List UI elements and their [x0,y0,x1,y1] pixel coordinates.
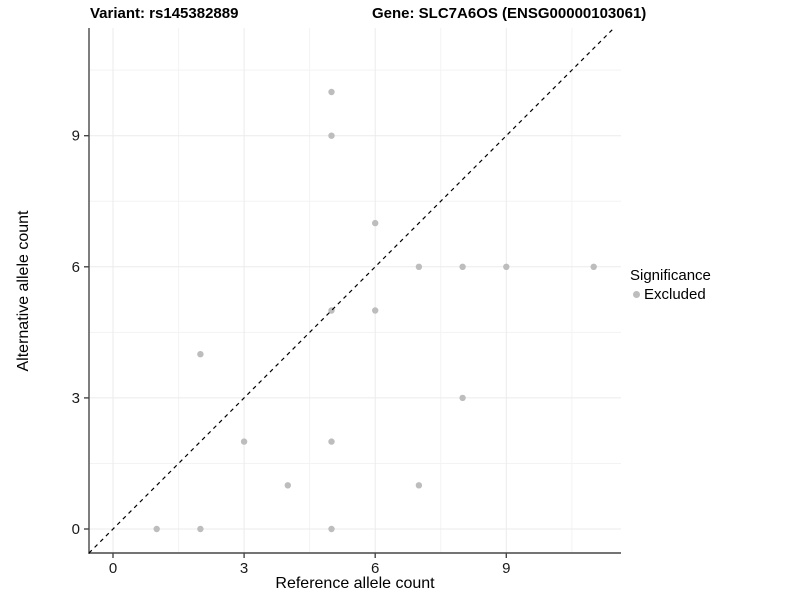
gene-title: Gene: SLC7A6OS (ENSG00000103061) [372,5,647,22]
y-tick-label: 6 [72,259,80,276]
data-point [415,482,423,489]
data-point [459,394,466,402]
excluded-point-icon [633,291,640,298]
data-point [328,132,335,139]
legend-item-label: Excluded [644,286,706,303]
x-tick-label: 9 [502,560,510,577]
data-point [590,263,597,270]
x-axis-title: Reference allele count [275,575,435,592]
x-tick-label: 6 [371,560,379,577]
variant-title: Variant: rs145382889 [90,5,239,22]
data-point [197,525,204,533]
data-point [459,263,466,270]
y-axis-title: Alternative allele count [15,210,32,372]
data-point [153,525,160,533]
data-point [503,263,510,270]
x-tick-label: 0 [109,560,117,577]
data-point [328,438,335,445]
data-point [328,88,335,96]
legend-item-excluded: Excluded [630,286,711,303]
major-gridlines [89,28,621,553]
data-point [240,438,248,445]
data-point [284,482,291,489]
minor-gridlines [89,28,621,553]
tick-marks: 0 3 6 9 0 3 6 9 [72,128,511,577]
data-point [328,525,335,533]
data-point [415,263,423,270]
data-points [153,88,597,533]
identity-line [88,27,615,554]
y-tick-label: 0 [72,521,80,538]
data-point [372,307,379,314]
legend-title: Significance [630,267,711,284]
data-point [197,351,204,358]
x-tick-label: 3 [240,560,248,577]
y-tick-label: 3 [72,390,80,407]
axes [88,28,621,554]
legend: Significance Excluded [630,267,711,303]
data-point [372,219,379,227]
y-tick-label: 9 [72,128,80,145]
